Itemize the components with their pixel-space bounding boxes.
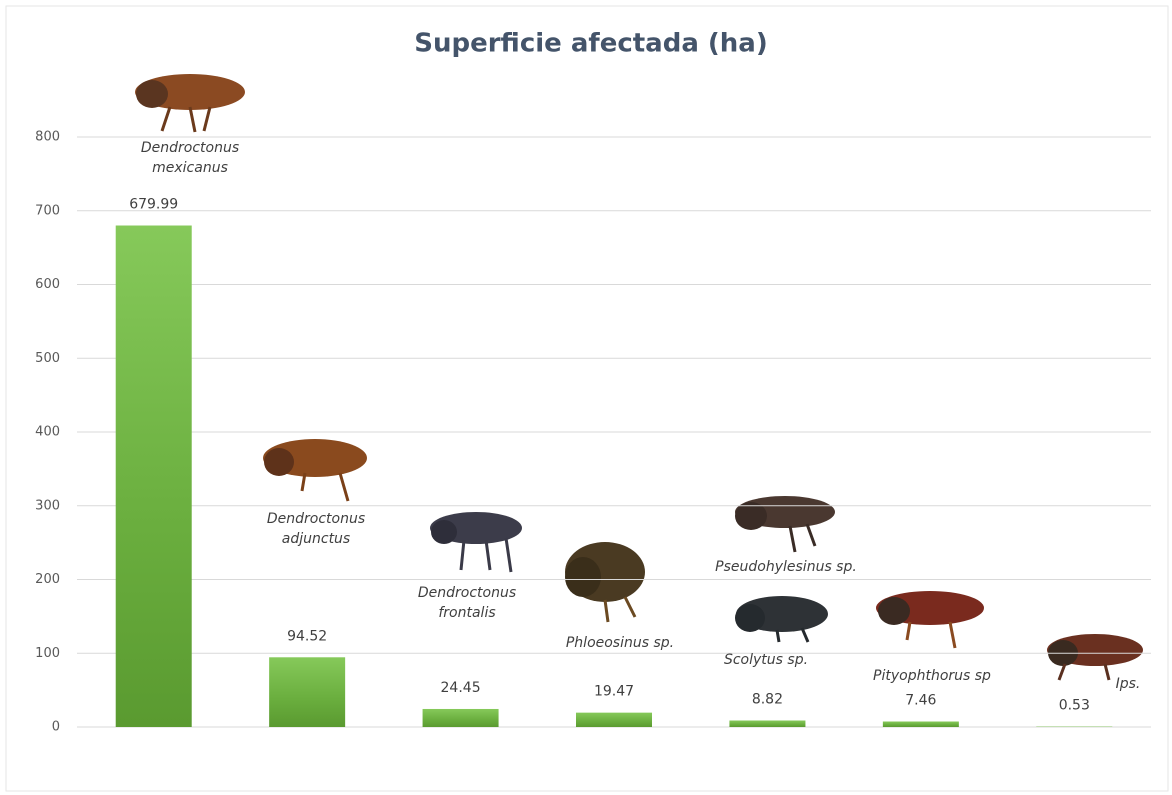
y-tick-label: 300 <box>35 498 60 513</box>
value-label: 24.45 <box>441 680 481 696</box>
y-tick-label: 600 <box>35 277 60 292</box>
species-label: frontalis <box>438 605 495 621</box>
species-label: Pseudohylesinus sp. <box>715 559 857 575</box>
value-label: 0.53 <box>1059 698 1090 714</box>
beetle <box>135 74 245 133</box>
bar <box>729 720 806 727</box>
value-label: 7.46 <box>905 692 936 708</box>
species-label: Ips. <box>1116 676 1141 692</box>
bar <box>269 657 346 727</box>
beetle-images <box>135 74 1143 681</box>
species-label: Dendroctonus <box>141 140 239 156</box>
y-tick-label: 800 <box>35 130 60 145</box>
y-tick-label: 400 <box>35 425 60 440</box>
bar <box>882 721 959 727</box>
species-label: Phloeosinus sp. <box>566 635 674 651</box>
y-tick-label: 700 <box>35 203 60 218</box>
beetle <box>430 512 522 573</box>
species-label: adjunctus <box>282 531 350 547</box>
value-label: 19.47 <box>594 684 634 700</box>
beetle <box>735 596 828 643</box>
bar <box>576 712 652 727</box>
value-label: 8.82 <box>752 691 783 707</box>
species-label: Scolytus sp. <box>724 652 808 668</box>
value-label: 94.52 <box>287 628 327 644</box>
species-label: Pityophthorus sp <box>873 668 991 684</box>
y-tick-label: 200 <box>35 572 60 587</box>
y-tick-label: 0 <box>52 720 60 735</box>
value-label: 679.99 <box>129 197 178 213</box>
species-label: Dendroctonus <box>267 511 365 527</box>
beetle <box>263 439 367 502</box>
beetle <box>876 591 984 649</box>
y-tick-label: 100 <box>35 646 60 661</box>
y-tick-label: 500 <box>35 351 60 366</box>
chart-title: Superficie afectada (ha) <box>414 29 768 59</box>
beetle <box>735 496 835 553</box>
bar <box>422 708 499 727</box>
species-label: mexicanus <box>152 160 228 176</box>
species-label: Dendroctonus <box>418 585 516 601</box>
beetle <box>565 542 645 623</box>
bar <box>115 225 192 727</box>
